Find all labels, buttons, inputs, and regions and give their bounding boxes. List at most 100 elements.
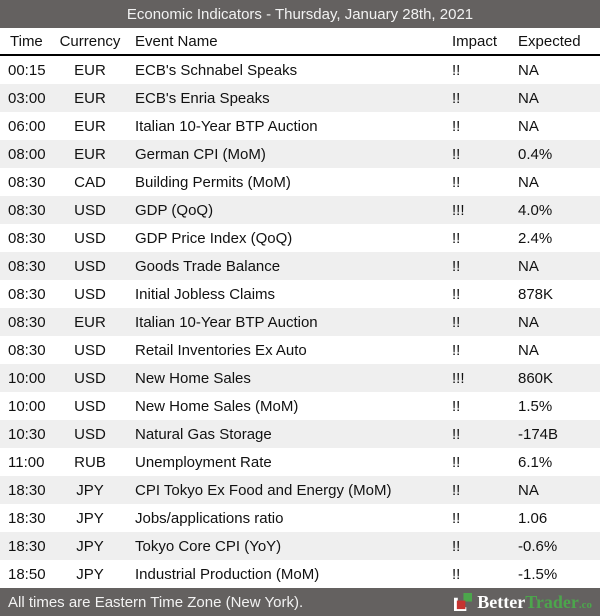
column-header-event-name: Event Name bbox=[135, 32, 218, 50]
cell-impact: !!! bbox=[452, 369, 465, 387]
cell-expected: NA bbox=[518, 173, 539, 191]
cell-currency: RUB bbox=[74, 453, 106, 471]
table-row: 06:00 EUR Italian 10-Year BTP Auction!! NA bbox=[0, 112, 600, 140]
table-row: 00:15 EUR ECB's Schnabel Speaks!! NA bbox=[0, 56, 600, 84]
cell-impact: !! bbox=[452, 117, 461, 135]
cell-currency: CAD bbox=[74, 173, 106, 191]
cell-expected: -1.5% bbox=[518, 565, 558, 583]
cell-currency: EUR bbox=[74, 313, 106, 331]
table-row: 10:30 USD Natural Gas Storage!! -174B bbox=[0, 420, 600, 448]
cell-time: 10:00 bbox=[8, 397, 46, 415]
cell-time: 08:30 bbox=[8, 229, 46, 247]
cell-event: Initial Jobless Claims bbox=[135, 285, 276, 303]
cell-time: 18:50 bbox=[8, 565, 46, 583]
brand-name-better: Better bbox=[477, 592, 526, 612]
cell-currency: JPY bbox=[76, 537, 104, 555]
cell-expected: 878K bbox=[518, 285, 554, 303]
timezone-note: All times are Eastern Time Zone (New Yor… bbox=[8, 593, 304, 611]
cell-currency: USD bbox=[74, 229, 106, 247]
column-header-currency: Currency bbox=[59, 32, 121, 50]
bettertrader-logo[interactable]: Better Trader .co bbox=[454, 593, 592, 611]
bettertrader-logo-icon bbox=[454, 593, 473, 611]
cell-event: Goods Trade Balance bbox=[135, 257, 281, 275]
cell-expected: NA bbox=[518, 257, 539, 275]
table-row: 18:30 JPY CPI Tokyo Ex Food and Energy (Mo… bbox=[0, 476, 600, 504]
brand-name-trader: Trader bbox=[525, 592, 579, 612]
cell-event: Building Permits (MoM) bbox=[135, 173, 291, 191]
cell-expected: NA bbox=[518, 61, 539, 79]
cell-expected: NA bbox=[518, 313, 539, 331]
cell-event: GDP (QoQ) bbox=[135, 201, 214, 219]
cell-impact: !! bbox=[452, 537, 461, 555]
cell-currency: JPY bbox=[76, 481, 104, 499]
cell-expected: NA bbox=[518, 89, 539, 107]
cell-impact: !! bbox=[452, 565, 461, 583]
cell-time: 03:00 bbox=[8, 89, 46, 107]
cell-time: 10:30 bbox=[8, 425, 46, 443]
cell-expected: 1.5% bbox=[518, 397, 553, 415]
cell-time: 10:00 bbox=[8, 369, 46, 387]
cell-impact: !! bbox=[452, 145, 461, 163]
cell-expected: 2.4% bbox=[518, 229, 553, 247]
cell-expected: NA bbox=[518, 481, 539, 499]
column-header-time: Time bbox=[10, 32, 43, 50]
column-header-impact: Impact bbox=[452, 32, 498, 50]
cell-currency: EUR bbox=[74, 89, 106, 107]
cell-time: 06:00 bbox=[8, 117, 46, 135]
cell-time: 08:30 bbox=[8, 341, 46, 359]
table-row: 08:30 USD Retail Inventories Ex Auto!! NA bbox=[0, 336, 600, 364]
cell-currency: USD bbox=[74, 201, 106, 219]
cell-event: New Home Sales bbox=[135, 369, 251, 387]
table-row: 18:30 JPY Tokyo Core CPI (YoY)!! -0.6% bbox=[0, 532, 600, 560]
cell-expected: 6.1% bbox=[518, 453, 553, 471]
cell-impact: !! bbox=[452, 481, 461, 499]
table-header-row: Time Currency Event Name Impact Expected bbox=[0, 28, 600, 56]
cell-impact: !! bbox=[452, 285, 461, 303]
cell-time: 00:15 bbox=[8, 61, 46, 79]
cell-impact: !! bbox=[452, 229, 461, 247]
table-row: 18:30 JPY Jobs/applications ratio!! 1.06 bbox=[0, 504, 600, 532]
table-row: 11:00 RUB Unemployment Rate!! 6.1% bbox=[0, 448, 600, 476]
cell-event: GDP Price Index (QoQ) bbox=[135, 229, 293, 247]
table-body: 00:15 EUR ECB's Schnabel Speaks!! NA 03:00 EU… bbox=[0, 56, 600, 588]
table-row: 08:30 EUR Italian 10-Year BTP Auction!! NA bbox=[0, 308, 600, 336]
brand-tld: .co bbox=[578, 599, 592, 611]
cell-impact: !! bbox=[452, 173, 461, 191]
cell-impact: !! bbox=[452, 397, 461, 415]
cell-event: Tokyo Core CPI (YoY) bbox=[135, 537, 282, 555]
table-row: 08:30 USD GDP (QoQ)!!! 4.0% bbox=[0, 196, 600, 224]
cell-event: Industrial Production (MoM) bbox=[135, 565, 320, 583]
table-row: 08:30 USD Initial Jobless Claims!! 878K bbox=[0, 280, 600, 308]
cell-impact: !!! bbox=[452, 201, 465, 219]
report-title: Economic Indicators - Thursday, January … bbox=[126, 5, 474, 23]
table-row: 03:00 EUR ECB's Enria Speaks!! NA bbox=[0, 84, 600, 112]
cell-expected: NA bbox=[518, 117, 539, 135]
cell-currency: JPY bbox=[76, 565, 104, 583]
cell-event: Natural Gas Storage bbox=[135, 425, 272, 443]
title-bar: Economic Indicators - Thursday, January … bbox=[0, 0, 600, 28]
cell-event: German CPI (MoM) bbox=[135, 145, 266, 163]
cell-expected: 860K bbox=[518, 369, 554, 387]
table-row: 08:30 CAD Building Permits (MoM)!! NA bbox=[0, 168, 600, 196]
table-row: 10:00 USD New Home Sales (MoM)!! 1.5% bbox=[0, 392, 600, 420]
cell-expected: -0.6% bbox=[518, 537, 558, 555]
cell-event: ECB's Enria Speaks bbox=[135, 89, 270, 107]
column-header-expected: Expected bbox=[518, 32, 581, 50]
cell-impact: !! bbox=[452, 61, 461, 79]
cell-event: CPI Tokyo Ex Food and Energy (MoM) bbox=[135, 481, 392, 499]
cell-expected: 4.0% bbox=[518, 201, 553, 219]
cell-impact: !! bbox=[452, 341, 461, 359]
table-row: 08:00 EUR German CPI (MoM)!! 0.4% bbox=[0, 140, 600, 168]
cell-currency: USD bbox=[74, 257, 106, 275]
cell-event: Italian 10-Year BTP Auction bbox=[135, 313, 318, 331]
cell-time: 18:30 bbox=[8, 509, 46, 527]
cell-event: Retail Inventories Ex Auto bbox=[135, 341, 307, 359]
cell-event: Italian 10-Year BTP Auction bbox=[135, 117, 318, 135]
cell-time: 08:30 bbox=[8, 257, 46, 275]
cell-currency: USD bbox=[74, 285, 106, 303]
cell-impact: !! bbox=[452, 509, 461, 527]
cell-currency: EUR bbox=[74, 145, 106, 163]
cell-expected: NA bbox=[518, 341, 539, 359]
cell-time: 11:00 bbox=[8, 453, 45, 471]
cell-time: 08:30 bbox=[8, 201, 46, 219]
